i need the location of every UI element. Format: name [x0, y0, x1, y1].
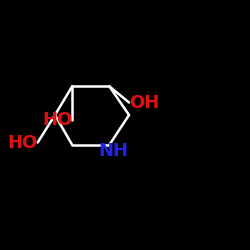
Text: NH: NH — [98, 142, 128, 160]
Text: HO: HO — [42, 111, 72, 129]
Text: HO: HO — [8, 134, 38, 152]
Text: OH: OH — [129, 94, 159, 112]
